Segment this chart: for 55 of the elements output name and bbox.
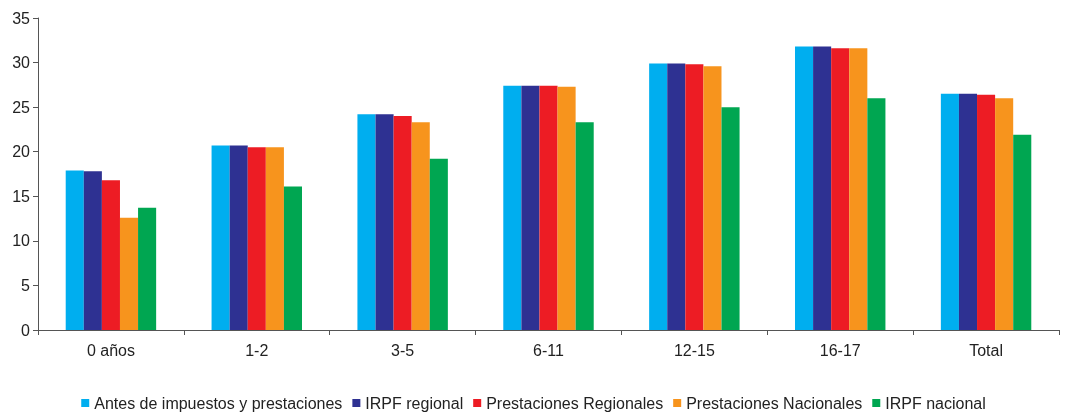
bar bbox=[65, 170, 84, 330]
bar bbox=[977, 94, 996, 330]
y-tick-label: 5 bbox=[21, 276, 31, 294]
bar bbox=[940, 93, 959, 330]
bar bbox=[703, 66, 722, 330]
y-tick-label: 30 bbox=[12, 54, 31, 72]
x-tick-label: 3-5 bbox=[391, 341, 415, 359]
bar bbox=[721, 107, 740, 330]
y-tick-label: 10 bbox=[12, 232, 31, 250]
x-tick-label: Total bbox=[969, 341, 1003, 359]
bar bbox=[83, 171, 102, 330]
bar bbox=[138, 207, 157, 330]
bar bbox=[119, 217, 139, 330]
bar bbox=[575, 122, 594, 330]
y-tick-label: 35 bbox=[12, 9, 31, 27]
y-tick-label: 25 bbox=[12, 98, 31, 116]
bar bbox=[393, 116, 412, 330]
bar bbox=[411, 122, 430, 330]
bar bbox=[375, 114, 394, 330]
y-tick-label: 15 bbox=[12, 187, 31, 205]
bar bbox=[283, 186, 302, 330]
legend-label: IRPF regional bbox=[365, 394, 464, 412]
bar bbox=[247, 147, 266, 330]
bar bbox=[849, 48, 868, 330]
bar bbox=[211, 145, 230, 330]
x-tick-label: 12-15 bbox=[673, 341, 715, 359]
y-tick-label: 0 bbox=[21, 321, 31, 339]
bar bbox=[667, 63, 686, 330]
x-tick-label: 6-11 bbox=[533, 341, 565, 359]
x-tick-label: 16-17 bbox=[819, 341, 861, 359]
bar bbox=[229, 145, 248, 330]
bar bbox=[429, 158, 448, 330]
y-tick-label: 20 bbox=[12, 143, 31, 161]
bar bbox=[958, 93, 978, 330]
x-tick-label: 1-2 bbox=[245, 341, 269, 359]
legend-label: IRPF nacional bbox=[885, 394, 986, 412]
bar bbox=[557, 86, 576, 330]
bar bbox=[831, 48, 850, 330]
bar bbox=[265, 147, 284, 330]
bar bbox=[101, 180, 120, 330]
bar bbox=[995, 98, 1014, 330]
bar bbox=[813, 46, 832, 330]
bar bbox=[649, 63, 668, 330]
bar bbox=[357, 114, 376, 330]
bar bbox=[867, 98, 886, 330]
legend-label: Prestaciones Regionales bbox=[486, 394, 664, 412]
x-tick-label: 0 años bbox=[86, 341, 135, 359]
bar bbox=[1013, 134, 1032, 330]
legend-label: Antes de impuestos y prestaciones bbox=[94, 394, 343, 412]
bar bbox=[521, 85, 540, 330]
bar bbox=[539, 85, 558, 330]
bar bbox=[685, 64, 704, 330]
legend-label: Prestaciones Nacionales bbox=[686, 394, 863, 412]
bar bbox=[795, 46, 814, 330]
bar bbox=[503, 85, 522, 330]
